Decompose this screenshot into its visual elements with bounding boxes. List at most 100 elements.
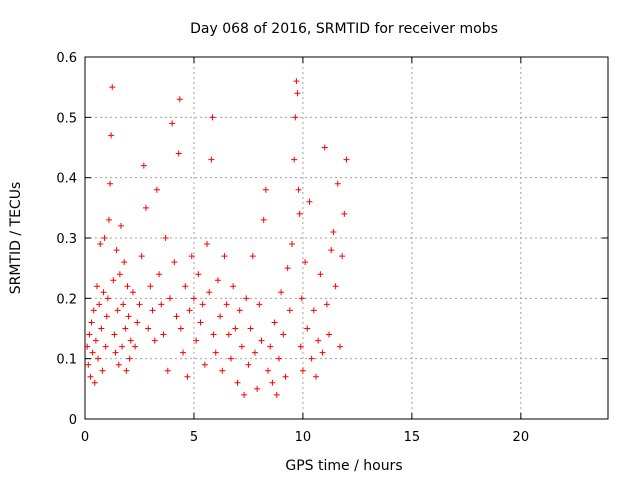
x-axis-label: GPS time / hours — [285, 458, 402, 474]
data-point — [204, 241, 211, 248]
data-point — [166, 295, 173, 302]
data-point — [153, 186, 160, 193]
data-point — [199, 301, 206, 308]
data-point — [332, 283, 339, 290]
data-point — [151, 337, 158, 344]
data-point — [147, 283, 154, 290]
data-point — [89, 349, 96, 356]
data-point — [138, 253, 145, 260]
data-point — [193, 337, 200, 344]
data-point — [247, 325, 254, 332]
data-point — [280, 331, 287, 338]
data-point — [122, 325, 129, 332]
data-point — [104, 295, 111, 302]
data-point — [236, 307, 243, 314]
data-point — [219, 367, 226, 374]
y-tick-label: 0.5 — [56, 111, 77, 126]
data-point — [100, 289, 107, 296]
x-tick-label: 15 — [404, 430, 421, 445]
data-point — [251, 349, 258, 356]
data-point — [260, 216, 267, 223]
data-point — [160, 331, 167, 338]
data-point — [190, 295, 197, 302]
data-point — [273, 391, 280, 398]
data-point — [129, 289, 136, 296]
data-point — [86, 331, 93, 338]
data-point — [143, 204, 150, 211]
data-point — [114, 307, 121, 314]
data-point — [282, 373, 289, 380]
data-point — [317, 271, 324, 278]
data-point — [96, 301, 103, 308]
data-point — [289, 241, 296, 248]
x-tick-label: 20 — [513, 430, 530, 445]
tick-labels: 0 0.1 0.2 0.3 0.4 0.5 0.6 0 5 10 15 20 — [56, 51, 529, 445]
data-point — [177, 325, 184, 332]
data-point — [149, 307, 156, 314]
data-point — [125, 313, 132, 320]
data-point — [302, 259, 309, 266]
data-point — [254, 385, 261, 392]
data-point — [315, 337, 322, 344]
data-point — [176, 96, 183, 103]
data-point — [225, 331, 232, 338]
data-point — [164, 367, 171, 374]
data-point — [221, 253, 228, 260]
data-point — [326, 331, 333, 338]
data-point — [275, 355, 282, 362]
data-point — [323, 301, 330, 308]
data-point — [310, 307, 317, 314]
data-point — [107, 180, 114, 187]
y-axis-label: SRMTID / TECUs — [8, 182, 24, 295]
data-point — [210, 331, 217, 338]
data-point — [245, 361, 252, 368]
data-point — [206, 289, 213, 296]
data-point — [188, 253, 195, 260]
data-point — [299, 367, 306, 374]
data-point — [286, 307, 293, 314]
chart-title: Day 068 of 2016, SRMTID for receiver mob… — [190, 21, 498, 37]
data-point — [308, 355, 315, 362]
data-point — [126, 355, 133, 362]
data-point — [267, 343, 274, 350]
data-point — [312, 373, 319, 380]
data-point — [87, 373, 94, 380]
data-point — [295, 186, 302, 193]
data-point — [284, 265, 291, 272]
data-point — [291, 156, 298, 163]
data-point — [115, 361, 122, 368]
data-point — [140, 162, 147, 169]
data-point — [93, 283, 100, 290]
grid — [85, 57, 608, 419]
data-point — [175, 150, 182, 157]
data-point — [92, 337, 99, 344]
data-point — [182, 283, 189, 290]
data-point — [208, 156, 215, 163]
y-tick-label: 0.1 — [56, 353, 77, 368]
data-point — [212, 349, 219, 356]
data-point — [256, 301, 263, 308]
data-point — [95, 355, 102, 362]
data-point — [117, 222, 124, 229]
y-tick-label: 0.4 — [56, 172, 77, 187]
data-point — [321, 144, 328, 151]
data-point — [262, 186, 269, 193]
data-point — [223, 301, 230, 308]
data-point — [230, 283, 237, 290]
data-points — [84, 78, 350, 398]
data-point — [334, 180, 341, 187]
data-point — [97, 241, 104, 248]
data-point — [88, 319, 95, 326]
data-point — [90, 307, 97, 314]
data-point — [209, 114, 216, 121]
y-tick-label: 0 — [69, 413, 77, 428]
data-point — [265, 367, 272, 374]
data-point — [214, 277, 221, 284]
data-point — [102, 343, 109, 350]
y-tick-label: 0.3 — [56, 232, 77, 247]
data-point — [249, 253, 256, 260]
data-point — [84, 343, 91, 350]
data-point — [109, 84, 116, 91]
data-point — [341, 210, 348, 217]
